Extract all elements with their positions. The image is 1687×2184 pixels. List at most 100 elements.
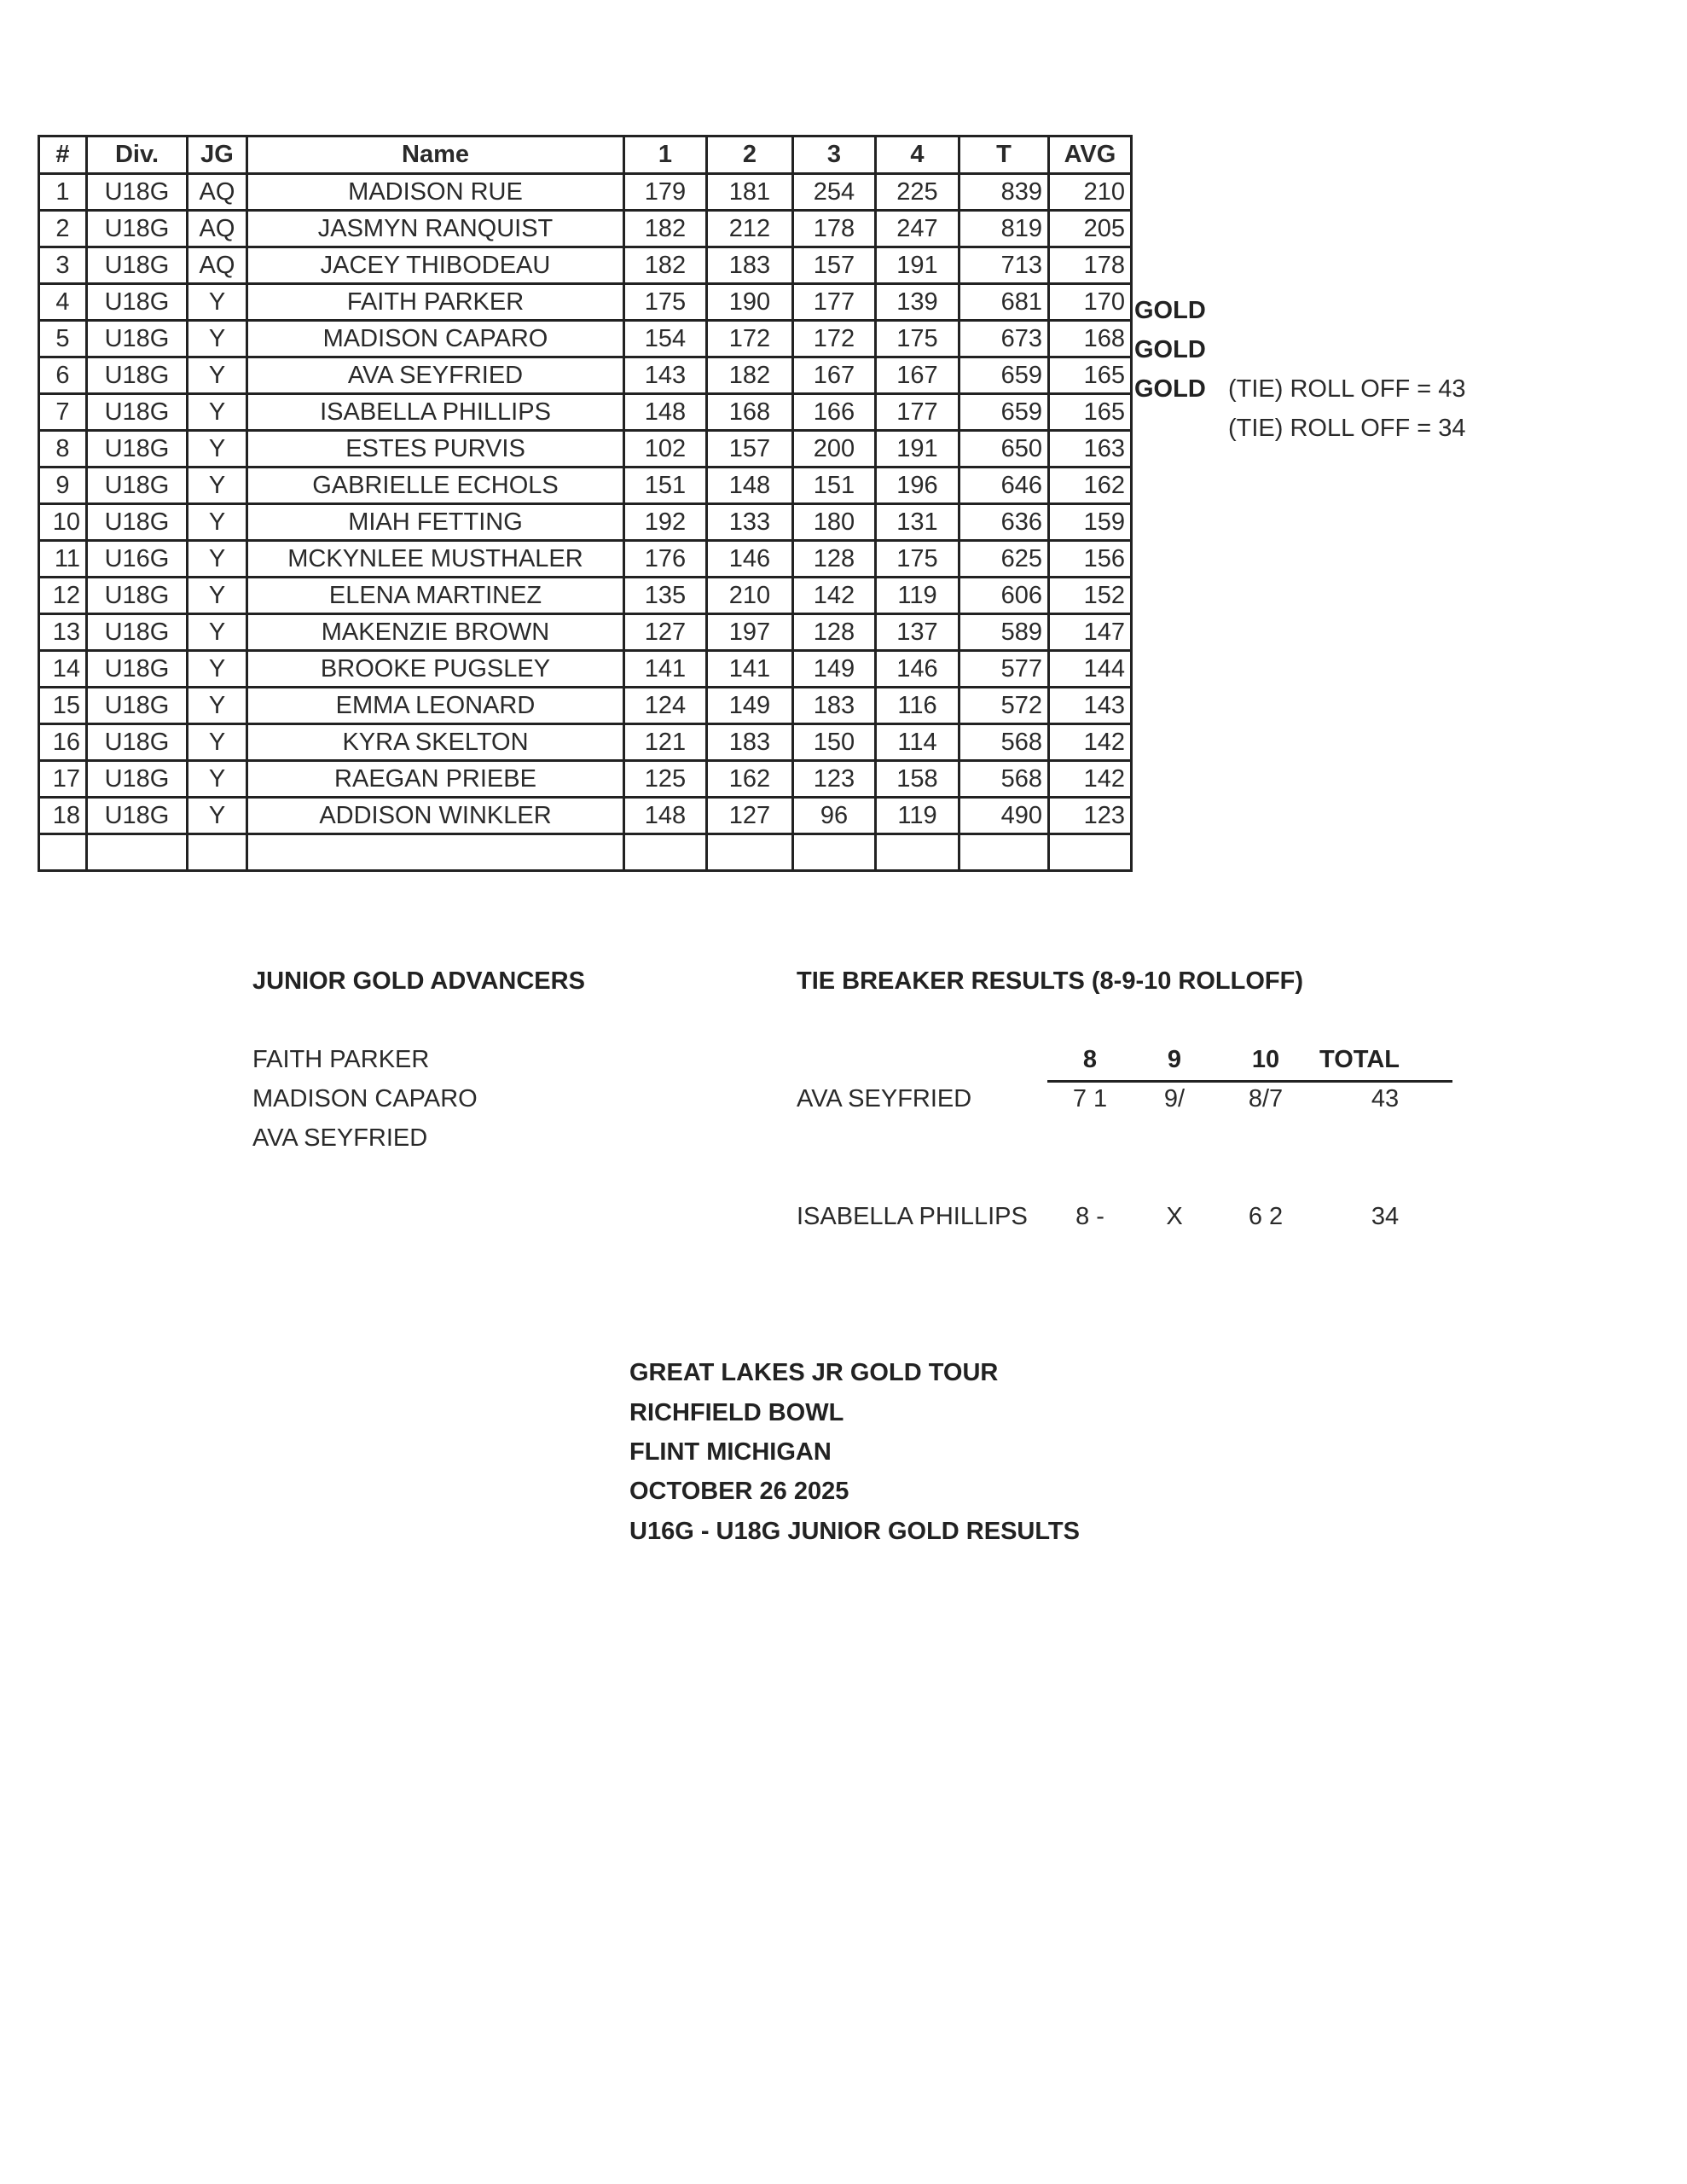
cell-rank: 7 [38, 392, 88, 432]
cell-total: 659 [958, 356, 1050, 395]
cell-jg: Y [186, 576, 248, 615]
cell-total: 673 [958, 319, 1050, 358]
cell-game-4: 139 [874, 282, 960, 322]
cell-name: MCKYNLEE MUSTHALER [246, 539, 625, 578]
cell-average: 123 [1047, 796, 1133, 835]
cell-game-3: 123 [791, 759, 877, 799]
cell-total [958, 833, 1050, 872]
header-game-4: 4 [874, 135, 960, 175]
cell-game-3: 96 [791, 796, 877, 835]
cell-division: U18G [85, 796, 188, 835]
table-row: 1 U18G AQ MADISON RUE 179 181 254 225 839 210 [38, 172, 1133, 212]
cell-average: 159 [1047, 502, 1133, 542]
table-row: 18 U18G Y ADDISON WINKLER 148 127 96 119 490 123 [38, 796, 1133, 835]
cell-game-2: 133 [705, 502, 794, 542]
cell-total: 659 [958, 392, 1050, 432]
cell-jg: Y [186, 723, 248, 762]
cell-average: 143 [1047, 686, 1133, 725]
cell-rank: 5 [38, 319, 88, 358]
cell-game-1: 148 [623, 796, 708, 835]
cell-division: U18G [85, 319, 188, 358]
table-row: 6 U18G Y AVA SEYFRIED 143 182 167 167 659 165 [38, 356, 1133, 395]
cell-game-2: 181 [705, 172, 794, 212]
cell-game-3: 166 [791, 392, 877, 432]
cell-division: U18G [85, 649, 188, 688]
cell-game-4: 225 [874, 172, 960, 212]
header-name: Name [246, 135, 625, 175]
table-row: 13 U18G Y MAKENZIE BROWN 127 197 128 137 589 147 [38, 613, 1133, 652]
cell-game-4: 119 [874, 576, 960, 615]
cell-jg: Y [186, 686, 248, 725]
cell-average: 165 [1047, 392, 1133, 432]
cell-game-1: 143 [623, 356, 708, 395]
tiebreaker-frame-8: 7 1 [1072, 1085, 1108, 1112]
cell-game-2: 197 [705, 613, 794, 652]
cell-game-3: 177 [791, 282, 877, 322]
cell-rank: 11 [38, 539, 88, 578]
cell-jg: Y [186, 502, 248, 542]
cell-total: 646 [958, 466, 1050, 505]
table-row: 3 U18G AQ JACEY THIBODEAU 182 183 157 191 713 178 [38, 246, 1133, 285]
footer-line: FLINT MICHIGAN [629, 1438, 832, 1466]
footer-line: GREAT LAKES JR GOLD TOUR [629, 1359, 999, 1386]
cell-total: 636 [958, 502, 1050, 542]
cell-game-1: 127 [623, 613, 708, 652]
cell-rank: 17 [38, 759, 88, 799]
cell-rank: 9 [38, 466, 88, 505]
cell-average: 162 [1047, 466, 1133, 505]
cell-jg: Y [186, 649, 248, 688]
cell-average: 142 [1047, 759, 1133, 799]
footer-line: U16G - U18G JUNIOR GOLD RESULTS [629, 1518, 1080, 1545]
cell-game-2: 168 [705, 392, 794, 432]
cell-total: 568 [958, 723, 1050, 762]
tiebreaker-frame-9: X [1166, 1203, 1183, 1230]
table-row: 17 U18G Y RAEGAN PRIEBE 125 162 123 158 568 142 [38, 759, 1133, 799]
cell-jg: Y [186, 613, 248, 652]
cell-game-4: 131 [874, 502, 960, 542]
tiebreaker-frame-9: 9/ [1163, 1085, 1186, 1112]
cell-division: U18G [85, 759, 188, 799]
advancer-name: AVA SEYFRIED [252, 1124, 428, 1152]
cell-rank: 12 [38, 576, 88, 615]
cell-game-3: 157 [791, 246, 877, 285]
cell-game-3: 178 [791, 209, 877, 248]
table-row: 2 U18G AQ JASMYN RANQUIST 182 212 178 247 819 205 [38, 209, 1133, 248]
footer-line: OCTOBER 26 2025 [629, 1478, 849, 1505]
cell-division: U18G [85, 502, 188, 542]
cell-division: U18G [85, 429, 188, 468]
cell-game-2: 210 [705, 576, 794, 615]
cell-game-1: 135 [623, 576, 708, 615]
cell-name: MAKENZIE BROWN [246, 613, 625, 652]
cell-game-3: 200 [791, 429, 877, 468]
gold-label: GOLD [1134, 296, 1206, 324]
cell-total: 577 [958, 649, 1050, 688]
cell-total: 568 [958, 759, 1050, 799]
tiebreaker-header-9: 9 [1167, 1046, 1182, 1073]
cell-game-1 [623, 833, 708, 872]
cell-average: 142 [1047, 723, 1133, 762]
cell-rank: 4 [38, 282, 88, 322]
cell-name: MADISON CAPARO [246, 319, 625, 358]
cell-average: 147 [1047, 613, 1133, 652]
cell-game-4 [874, 833, 960, 872]
cell-game-3: 167 [791, 356, 877, 395]
tiebreaker-frame-10: 8/7 [1248, 1085, 1284, 1112]
cell-game-4: 175 [874, 539, 960, 578]
header-total: T [958, 135, 1050, 175]
tie-rolloff-note: (TIE) ROLL OFF = 34 [1228, 415, 1466, 443]
cell-division: U18G [85, 686, 188, 725]
cell-game-2: 149 [705, 686, 794, 725]
cell-jg: Y [186, 319, 248, 358]
cell-division: U16G [85, 539, 188, 578]
cell-game-2: 148 [705, 466, 794, 505]
cell-total: 589 [958, 613, 1050, 652]
advancers-title: JUNIOR GOLD ADVANCERS [252, 967, 585, 995]
footer-line: RICHFIELD BOWL [629, 1399, 844, 1426]
cell-game-2: 146 [705, 539, 794, 578]
cell-total: 625 [958, 539, 1050, 578]
table-row: 7 U18G Y ISABELLA PHILLIPS 148 168 166 177 659 16… [38, 392, 1133, 432]
header-division: Div. [85, 135, 188, 175]
cell-rank: 16 [38, 723, 88, 762]
cell-game-2: 127 [705, 796, 794, 835]
cell-name: KYRA SKELTON [246, 723, 625, 762]
